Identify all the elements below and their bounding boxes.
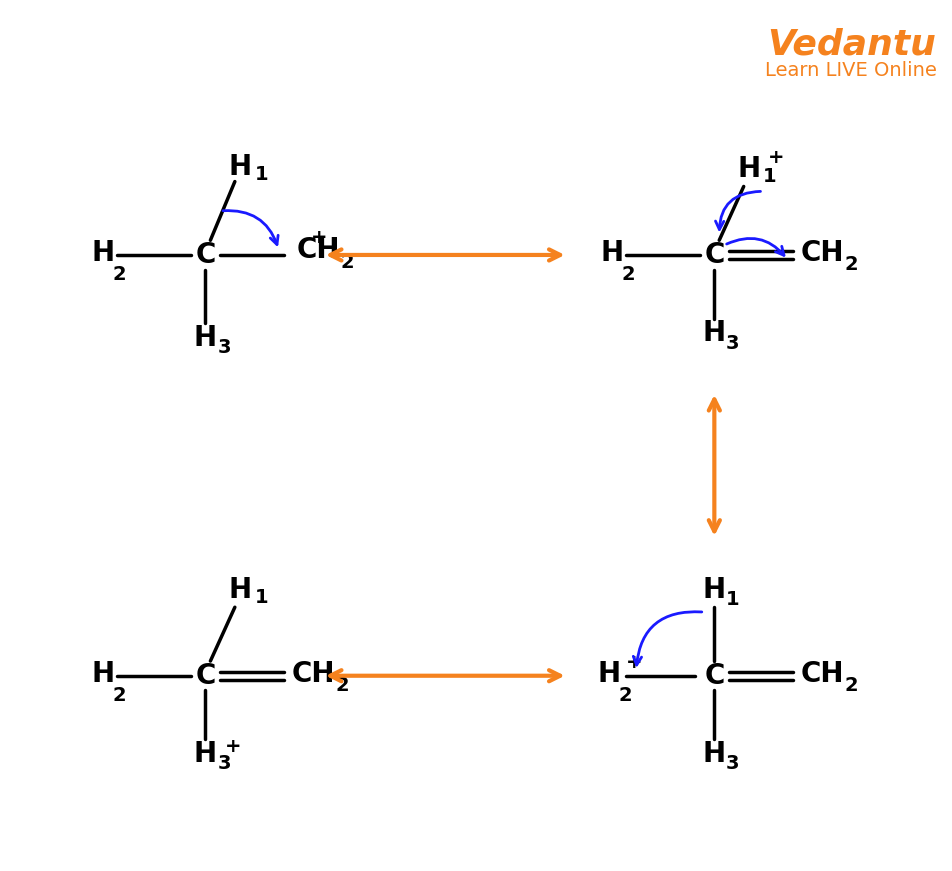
Text: 2: 2 — [844, 676, 858, 695]
Text: Vedantu: Vedantu — [767, 28, 936, 62]
Text: H: H — [703, 740, 726, 768]
Text: H: H — [91, 239, 114, 267]
Text: C: C — [195, 662, 216, 690]
Text: 2: 2 — [112, 265, 127, 284]
Text: C: C — [704, 662, 724, 690]
Text: 2: 2 — [341, 253, 354, 273]
Text: +: + — [768, 147, 784, 166]
Text: 1: 1 — [764, 167, 777, 186]
Text: H: H — [703, 320, 726, 348]
Text: 2: 2 — [619, 685, 632, 705]
Text: +: + — [311, 228, 327, 246]
Text: 3: 3 — [726, 754, 740, 773]
Text: +: + — [626, 652, 643, 672]
Text: H: H — [228, 576, 251, 604]
Text: CH: CH — [801, 239, 843, 267]
Text: Learn LIVE Online: Learn LIVE Online — [765, 62, 938, 80]
Text: H: H — [597, 659, 620, 688]
Text: 3: 3 — [217, 339, 230, 357]
Text: 3: 3 — [217, 754, 230, 773]
Text: H: H — [194, 740, 217, 768]
Text: H: H — [737, 155, 760, 183]
Text: 1: 1 — [254, 165, 268, 184]
Text: 1: 1 — [726, 590, 740, 609]
Text: 1: 1 — [254, 588, 268, 607]
Text: H: H — [194, 324, 217, 352]
Text: CH: CH — [801, 659, 843, 688]
Text: 2: 2 — [622, 265, 635, 284]
Text: 2: 2 — [112, 685, 127, 705]
Text: 3: 3 — [726, 334, 740, 353]
Text: H: H — [91, 659, 114, 688]
Text: 2: 2 — [336, 676, 349, 695]
Text: 2: 2 — [844, 255, 858, 274]
Text: C: C — [195, 241, 216, 269]
Text: H: H — [703, 576, 726, 604]
Text: H: H — [228, 153, 251, 181]
Text: H: H — [600, 239, 624, 267]
Text: CH: CH — [296, 236, 340, 264]
Text: CH: CH — [291, 659, 335, 688]
Text: +: + — [225, 737, 242, 756]
Text: C: C — [704, 241, 724, 269]
